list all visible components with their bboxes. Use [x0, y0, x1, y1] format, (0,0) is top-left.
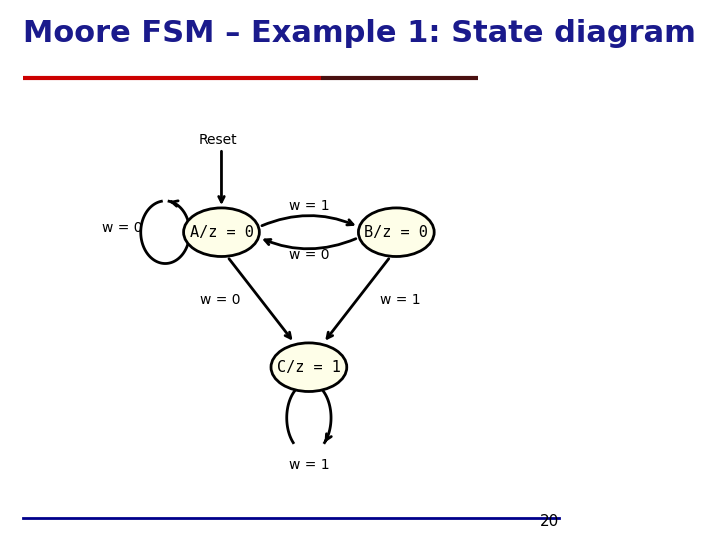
Text: Reset: Reset [198, 133, 237, 147]
Text: w = 1: w = 1 [380, 293, 421, 307]
Ellipse shape [271, 343, 347, 391]
Text: w = 0: w = 0 [102, 221, 143, 235]
Text: w = 1: w = 1 [289, 199, 329, 213]
Ellipse shape [184, 208, 259, 256]
Text: A/z = 0: A/z = 0 [189, 225, 253, 240]
Text: w = 1: w = 1 [289, 458, 329, 472]
Ellipse shape [359, 208, 434, 256]
Text: 20: 20 [540, 514, 559, 529]
Text: C/z = 1: C/z = 1 [277, 360, 341, 375]
Text: B/z = 0: B/z = 0 [364, 225, 428, 240]
Text: w = 0: w = 0 [199, 293, 240, 307]
Text: Moore FSM – Example 1: State diagram: Moore FSM – Example 1: State diagram [23, 19, 696, 48]
Text: w = 0: w = 0 [289, 248, 329, 262]
